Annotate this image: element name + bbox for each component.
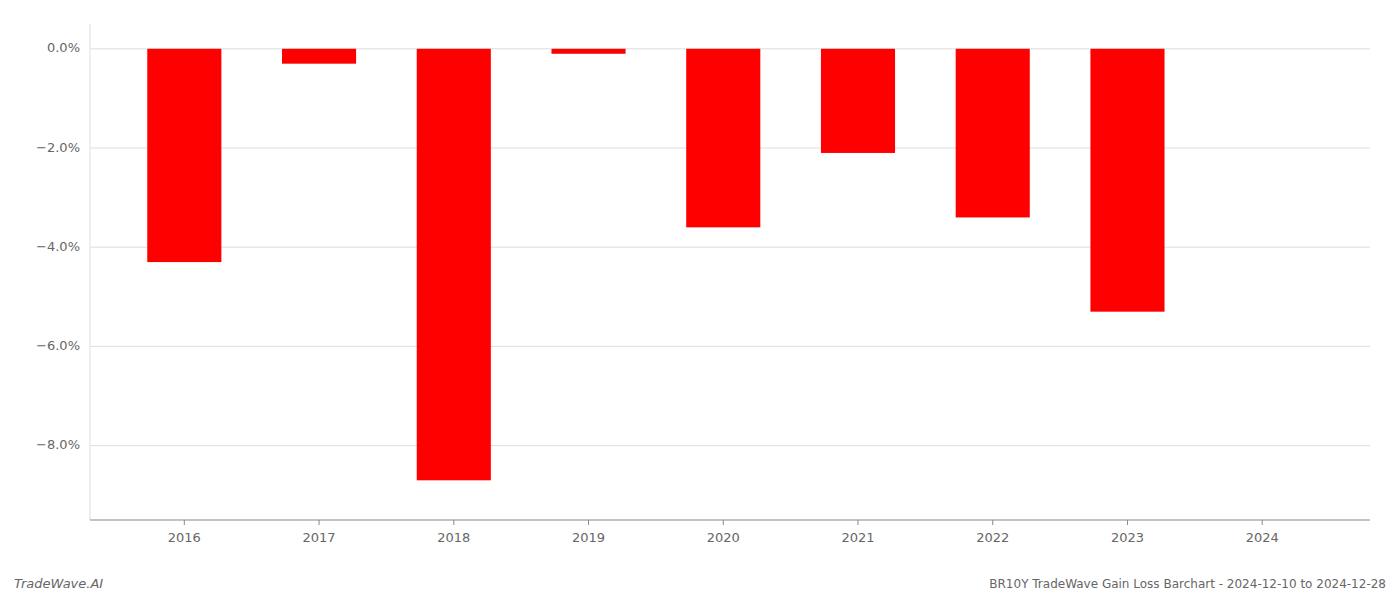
x-tick — [588, 520, 589, 525]
y-tick-label: −4.0% — [36, 239, 80, 254]
bar — [686, 49, 760, 228]
watermark: TradeWave.AI — [14, 576, 103, 591]
grid-line — [90, 247, 1370, 248]
x-tick — [992, 520, 993, 525]
x-tick — [1262, 520, 1263, 525]
grid-line — [90, 346, 1370, 347]
y-tick-label: −6.0% — [36, 338, 80, 353]
x-tick-label: 2017 — [303, 530, 336, 545]
x-tick — [1127, 520, 1128, 525]
chart: 0.0% −2.0% −4.0% −6.0% −8.0% 2016 2017 2018 2019… — [0, 0, 1400, 600]
grid-line — [90, 445, 1370, 446]
bar — [1090, 49, 1164, 312]
bar — [282, 49, 356, 64]
x-tick — [319, 520, 320, 525]
y-tick-label: −8.0% — [36, 437, 80, 452]
x-tick-label: 2016 — [168, 530, 201, 545]
x-tick — [858, 520, 859, 525]
bar — [551, 49, 625, 54]
title: BR10Y TradeWave Gain Loss Barchart - 202… — [989, 577, 1386, 591]
bars — [147, 49, 1164, 481]
x-tick-label: 2021 — [841, 530, 874, 545]
x-tick-label: 2019 — [572, 530, 605, 545]
x-axis-line — [90, 520, 1370, 521]
y-tick-label: 0.0% — [47, 40, 80, 55]
x-tick — [184, 520, 185, 525]
y-axis-line — [90, 24, 91, 520]
bar — [1225, 48, 1299, 49]
x-tick-label: 2018 — [437, 530, 470, 545]
x-tick-label: 2024 — [1246, 530, 1279, 545]
bar — [821, 49, 895, 153]
x-tick-label: 2023 — [1111, 530, 1144, 545]
bar — [956, 49, 1030, 218]
x-tick — [723, 520, 724, 525]
y-tick-label: −2.0% — [36, 140, 80, 155]
x-tick — [453, 520, 454, 525]
x-tick-label: 2022 — [976, 530, 1009, 545]
grid — [90, 49, 1370, 446]
bar — [417, 49, 491, 481]
x-tick-label: 2020 — [707, 530, 740, 545]
bar — [147, 49, 221, 262]
